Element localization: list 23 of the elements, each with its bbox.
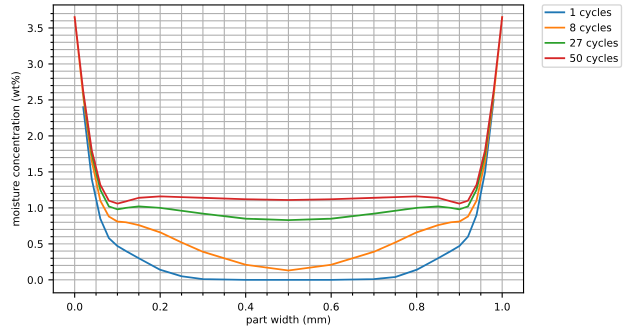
legend-label: 50 cycles: [570, 54, 618, 64]
line-series: [74, 16, 504, 204]
x-axis-title: part width (mm): [246, 315, 330, 326]
y-tick-label: 1.0: [28, 204, 43, 212]
y-axis-title: moisture concentration (wt%): [11, 72, 21, 226]
y-tick-label: 2.5: [28, 96, 43, 104]
x-tick-label: 1.0: [495, 302, 510, 311]
line-series: [82, 99, 495, 281]
legend-label: 27 cycles: [570, 38, 618, 49]
y-tick-label: 1.5: [28, 168, 43, 176]
y-tick-label: 3.0: [28, 60, 43, 68]
line-series: [82, 92, 495, 222]
legend-label: 8 cycles: [570, 23, 612, 34]
y-tick-label: 2.0: [28, 132, 43, 140]
x-tick-label: 0.8: [409, 302, 424, 311]
x-tick-label: 0.6: [324, 302, 339, 311]
x-tick-label: 0.0: [67, 302, 82, 311]
x-tick-label: 0.4: [238, 302, 254, 311]
y-tick-label: 0.5: [28, 240, 43, 248]
y-tick-label: 3.5: [28, 24, 43, 32]
x-tick-label: 0.2: [152, 302, 168, 311]
y-tick-label: 0.0: [28, 276, 43, 284]
legend-label: 1 cycles: [570, 8, 612, 18]
